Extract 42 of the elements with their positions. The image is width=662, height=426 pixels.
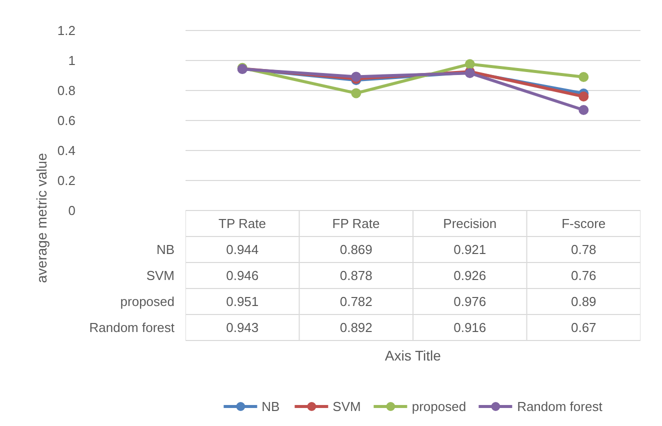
- data-label: 0.943: [226, 320, 259, 335]
- data-label: 0.951: [226, 294, 259, 309]
- data-label: 0.892: [340, 320, 372, 335]
- x-tick-label: FP Rate: [332, 216, 380, 231]
- legend-label: NB: [262, 398, 281, 414]
- point: [578, 72, 589, 82]
- data-label: 0.78: [570, 242, 596, 257]
- legend-label: SVM: [332, 398, 361, 414]
- legend-label: Random forest: [517, 398, 602, 414]
- text: SVM: [146, 268, 174, 283]
- data-label: 0.76: [570, 268, 596, 283]
- point: [351, 88, 362, 98]
- y-axis-title: average metric value: [33, 152, 50, 283]
- y-tick-label: 0.8: [57, 83, 76, 98]
- text: proposed: [120, 294, 175, 309]
- data-label: 0.921: [454, 242, 486, 257]
- data-label: 0.946: [226, 268, 259, 283]
- x-tick-label: TP Rate: [218, 216, 266, 231]
- y-tick-label: 0.6: [57, 113, 76, 128]
- data-label: 0.944: [226, 242, 259, 257]
- data-label: 0.926: [454, 268, 486, 283]
- x-tick-label: F-score: [562, 216, 606, 231]
- point: [464, 59, 475, 70]
- point: [578, 92, 589, 102]
- data-label: 0.89: [570, 294, 596, 309]
- point: [578, 105, 589, 115]
- data-label: 0.878: [340, 268, 372, 283]
- x-tick-label: Precision: [443, 216, 497, 231]
- y-tick-label: 0.2: [57, 173, 76, 188]
- data-label: 0.976: [454, 294, 486, 309]
- legend-label: proposed: [412, 398, 466, 414]
- y-tick-label: 1.2: [57, 23, 76, 38]
- y-tick-label: 0.4: [57, 143, 76, 158]
- data-label: 0.67: [570, 320, 596, 335]
- data-label: 0.782: [340, 294, 372, 309]
- text: Random forest: [89, 320, 175, 335]
- y-tick-label: 0: [68, 203, 76, 218]
- text: Axis Title: [384, 348, 442, 364]
- y-tick-label: 1: [68, 53, 76, 68]
- data-label: 0.869: [340, 242, 372, 257]
- data-label: 0.916: [454, 320, 486, 335]
- text: NB: [156, 242, 175, 257]
